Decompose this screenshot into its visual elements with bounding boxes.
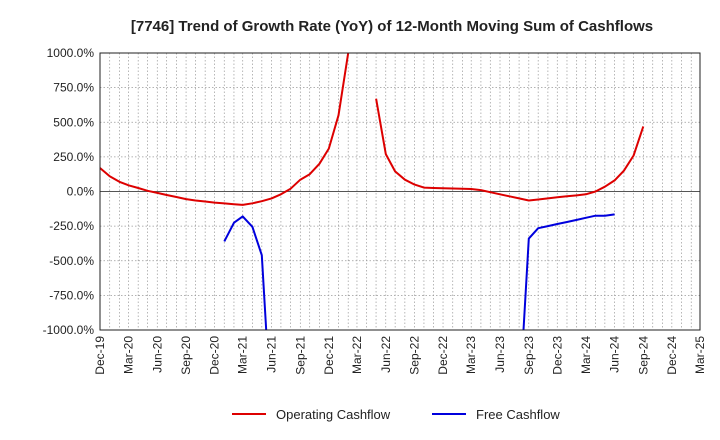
x-tick-label: Sep-22 [408,336,422,375]
grid-layer [99,52,701,331]
x-tick-label: Sep-24 [636,336,650,375]
x-tick-label: Sep-21 [293,336,307,375]
y-tick-label: -750.0% [49,288,94,302]
series-line [99,52,350,206]
legend-label: Free Cashflow [476,407,560,422]
y-tick-label: -1000.0% [43,323,95,337]
y-axis: 1000.0% 750.0% 500.0% 250.0% 0.0% -250.0% -500… [43,46,95,337]
x-tick-label: Dec-23 [550,336,564,375]
x-tick-label: Dec-19 [93,336,107,375]
series-line [522,213,615,331]
x-tick-label: Jun-24 [608,336,622,373]
series-line [223,215,268,331]
x-tick-label: Mar-25 [693,336,707,374]
x-tick-label: Mar-23 [464,336,478,374]
x-tick-label: Jun-22 [379,336,393,373]
y-tick-label: 250.0% [53,150,94,164]
x-tick-label: Jun-20 [150,336,164,373]
x-tick-label: Sep-20 [179,336,193,375]
x-tick-label: Mar-20 [121,336,135,374]
series-0 [99,52,645,206]
plot-frame [99,52,701,331]
x-tick-label: Dec-22 [436,336,450,375]
y-tick-label: 0.0% [67,185,95,199]
x-tick-label: Mar-22 [350,336,364,374]
x-tick-label: Dec-24 [665,336,679,375]
y-tick-label: -500.0% [49,254,94,268]
x-axis: Dec-19 Mar-20 Jun-20 Sep-20 Dec-20 Mar-21 Jun-… [93,336,707,375]
y-tick-label: 750.0% [53,81,94,95]
y-tick-label: 500.0% [53,115,94,129]
x-tick-label: Mar-21 [236,336,250,374]
x-tick-label: Dec-20 [208,336,222,375]
legend: Operating Cashflow Free Cashflow [232,407,560,422]
y-tick-label: -250.0% [49,219,94,233]
legend-label: Operating Cashflow [276,407,391,422]
chart-title: [7746] Trend of Growth Rate (YoY) of 12-… [131,18,653,35]
series-1 [223,213,615,331]
legend-item: Free Cashflow [432,407,560,422]
x-tick-label: Jun-21 [265,336,279,373]
series-layer [99,52,645,331]
x-tick-label: Dec-21 [322,336,336,375]
x-tick-label: Mar-24 [579,336,593,374]
x-tick-label: Jun-23 [493,336,507,373]
series-line [375,98,645,202]
legend-item: Operating Cashflow [232,407,391,422]
x-tick-label: Sep-23 [522,336,536,375]
y-tick-label: 1000.0% [47,46,95,60]
